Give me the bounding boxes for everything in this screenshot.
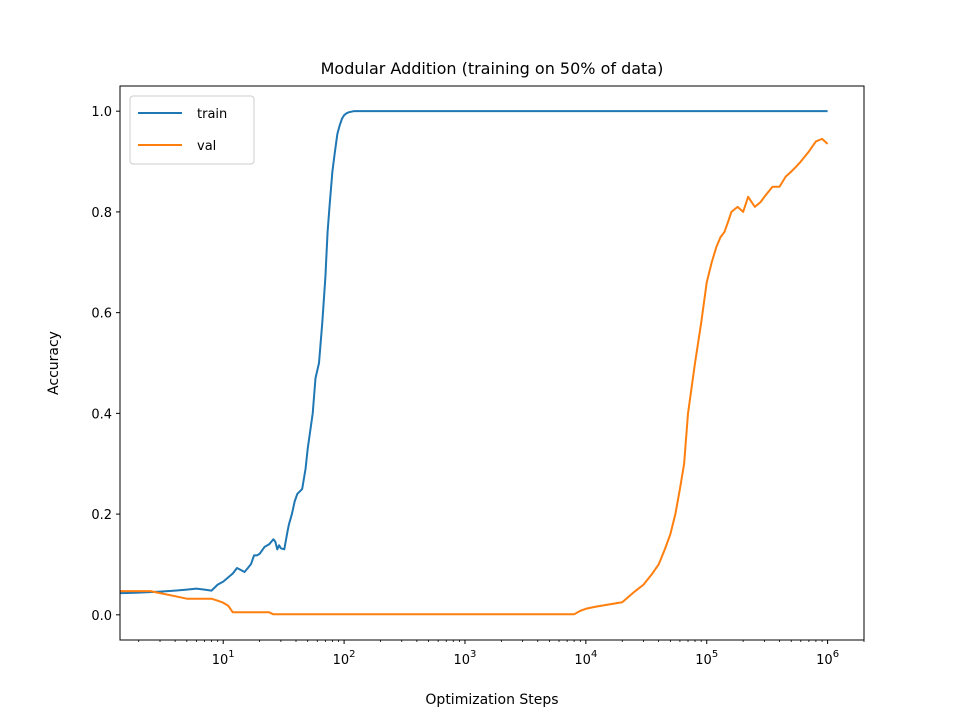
x-tick-label: 104: [574, 649, 597, 668]
x-tick-label: 103: [454, 649, 477, 668]
y-tick-label: 1.0: [91, 105, 112, 120]
x-tick-label: 106: [816, 649, 839, 668]
y-tick-label: 0.0: [91, 609, 112, 624]
y-axis: 0.0 0.2 0.4 0.6 0.8 1.0: [91, 105, 120, 624]
x-axis-label: Optimization Steps: [425, 692, 558, 708]
plot-frame: [119, 85, 865, 641]
series-line-train: [119, 110, 828, 595]
y-tick-label: 0.6: [91, 307, 112, 322]
series-layer: [119, 110, 829, 616]
y-axis-label: Accuracy: [46, 331, 62, 395]
x-tick-label: 105: [695, 649, 718, 668]
x-tick-label: 102: [333, 649, 356, 668]
y-tick-label: 0.4: [91, 407, 112, 422]
y-tick-label: 0.8: [91, 206, 112, 221]
y-tick-label: 0.2: [91, 508, 112, 523]
legend-label-val: val: [197, 139, 216, 154]
x-axis: 101 102 103 104 105 106: [138, 640, 865, 668]
plot-area: [120, 86, 864, 640]
chart-title: Modular Addition (training on 50% of dat…: [321, 59, 664, 78]
x-tick-label: 101: [212, 649, 235, 668]
legend-box: [129, 95, 255, 165]
legend-label-train: train: [197, 107, 227, 122]
legend: train val: [129, 95, 255, 165]
series-line-val: [120, 137, 829, 616]
